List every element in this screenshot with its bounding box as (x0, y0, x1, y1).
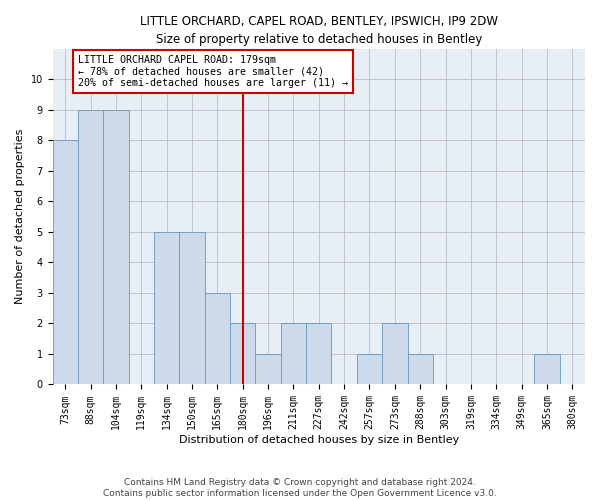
Bar (357, 354, 382, 384)
Y-axis label: Number of detached properties: Number of detached properties (15, 129, 25, 304)
Bar (53, 140, 78, 384)
Text: LITTLE ORCHARD CAPEL ROAD: 179sqm
← 78% of detached houses are smaller (42)
20% : LITTLE ORCHARD CAPEL ROAD: 179sqm ← 78% … (78, 54, 348, 88)
Bar (256, 354, 281, 384)
Bar (306, 324, 331, 384)
Bar (382, 324, 407, 384)
Bar (281, 324, 306, 384)
Text: Contains HM Land Registry data © Crown copyright and database right 2024.
Contai: Contains HM Land Registry data © Crown c… (103, 478, 497, 498)
Bar (534, 354, 560, 384)
Bar (179, 232, 205, 384)
X-axis label: Distribution of detached houses by size in Bentley: Distribution of detached houses by size … (179, 435, 459, 445)
Bar (154, 232, 179, 384)
Bar (205, 293, 230, 384)
Bar (230, 324, 256, 384)
Bar (78, 110, 103, 384)
Title: LITTLE ORCHARD, CAPEL ROAD, BENTLEY, IPSWICH, IP9 2DW
Size of property relative : LITTLE ORCHARD, CAPEL ROAD, BENTLEY, IPS… (140, 15, 498, 46)
Bar (103, 110, 128, 384)
Bar (407, 354, 433, 384)
